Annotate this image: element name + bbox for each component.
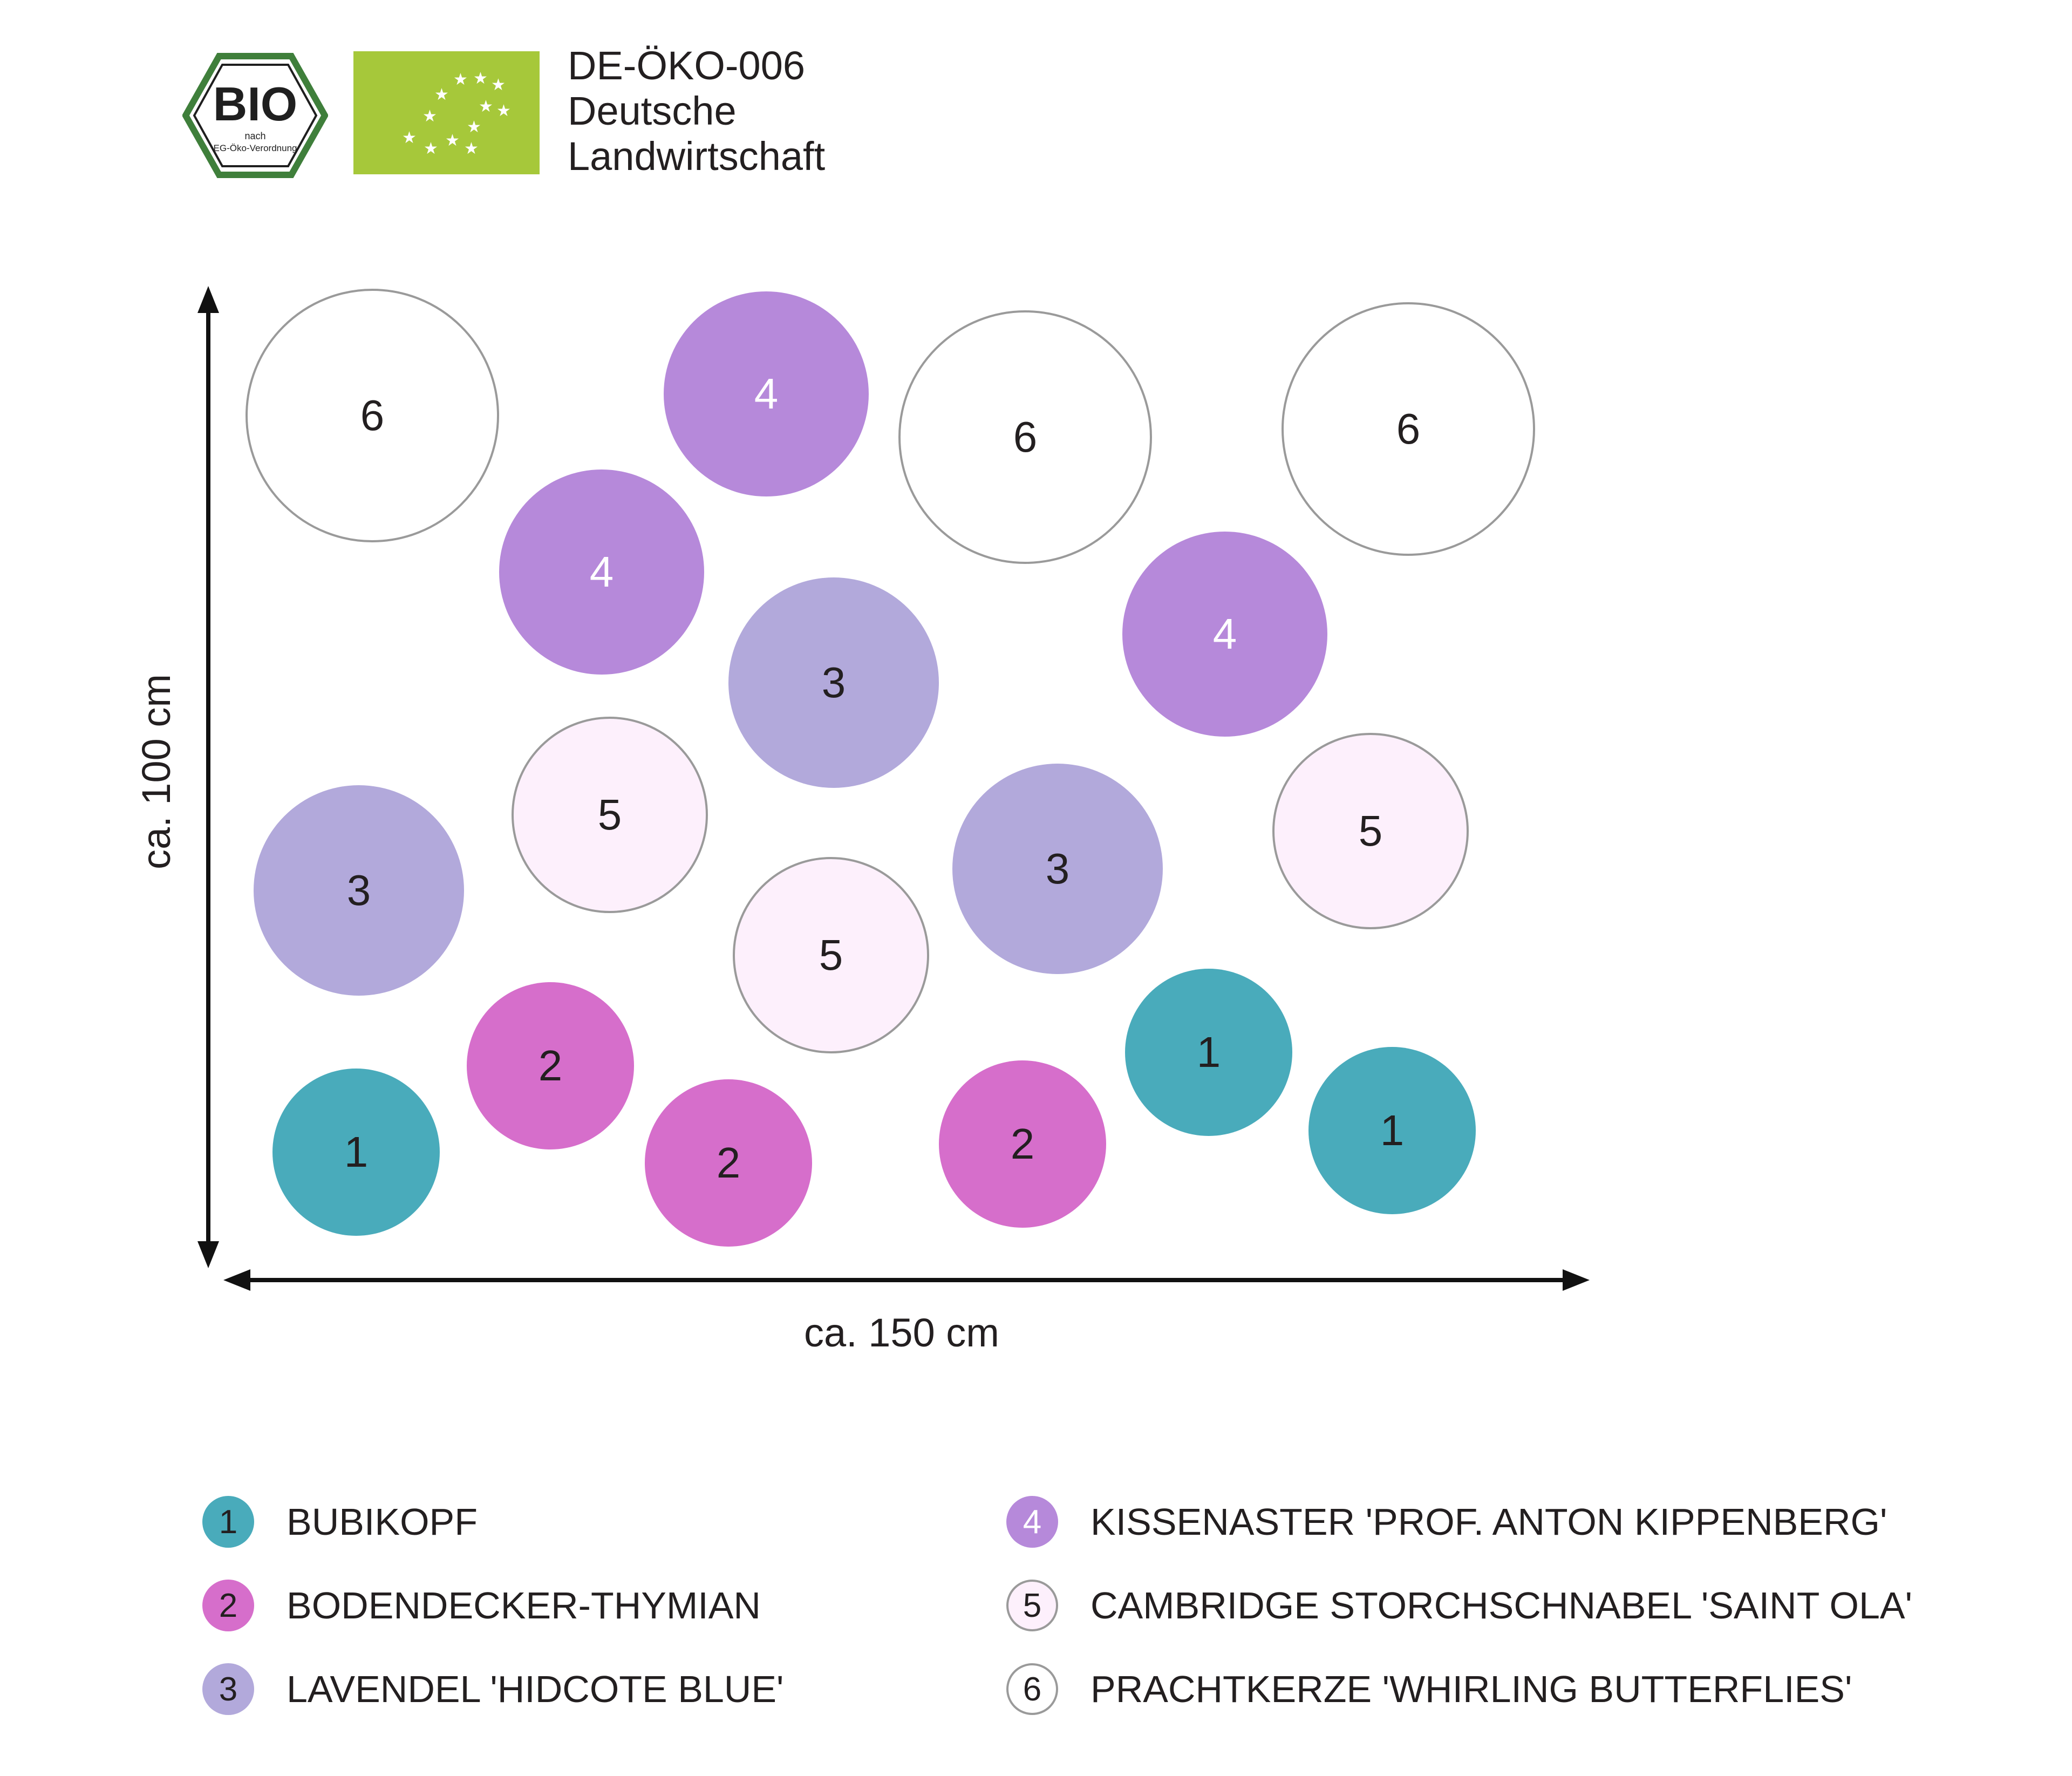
plant-number: 6	[1396, 405, 1421, 453]
plant-4: 4	[664, 291, 869, 496]
plant-5: 5	[1272, 733, 1469, 929]
legend-item-3: 3 LAVENDEL 'HIDCOTE BLUE'	[202, 1659, 783, 1719]
plant-number: 5	[597, 791, 622, 839]
svg-text:★: ★	[434, 85, 449, 104]
plant-number: 3	[821, 658, 846, 706]
plant-6: 6	[1282, 302, 1535, 556]
vertical-dimension-arrow	[197, 286, 219, 1268]
plant-number: 1	[344, 1128, 369, 1176]
legend-item-2: 2 BODENDECKER-THYMIAN	[202, 1576, 761, 1635]
horizontal-dimension-arrow	[223, 1269, 1590, 1291]
plant-number: 4	[1212, 610, 1237, 658]
svg-text:★: ★	[464, 139, 479, 158]
legend-label: LAVENDEL 'HIDCOTE BLUE'	[287, 1668, 784, 1710]
legend-item-4: 4 KISSENASTER 'PROF. ANTON KIPPENBERG'	[1006, 1492, 1887, 1552]
width-label: ca. 150 cm	[804, 1310, 999, 1355]
svg-text:★: ★	[473, 69, 488, 88]
eu-star-leaf-icon: ★ ★ ★ ★ ★ ★ ★ ★ ★ ★ ★ ★	[402, 69, 511, 158]
plant-number: 4	[589, 548, 614, 596]
plant-number: 5	[819, 931, 843, 979]
legend-item-6: 6 PRACHTKERZE 'WHIRLING BUTTERFLIES'	[1006, 1659, 1852, 1719]
plant-3: 3	[728, 577, 939, 788]
legend-label: KISSENASTER 'PROF. ANTON KIPPENBERG'	[1090, 1501, 1887, 1543]
bio-seal-logo: BIO nach EG-Öko-Verordnung	[182, 53, 328, 178]
plant-number: 2	[538, 1042, 563, 1090]
plant-number: 5	[1358, 807, 1383, 855]
height-label: ca. 100 cm	[134, 674, 179, 869]
plant-number: 3	[1045, 845, 1070, 893]
svg-text:★: ★	[422, 107, 437, 126]
certification-line-3: Landwirtschaft	[568, 134, 826, 179]
legend-swatch: 4	[1006, 1496, 1058, 1548]
legend-number: 2	[219, 1587, 238, 1624]
legend-swatch: 5	[1006, 1580, 1058, 1631]
plant-number: 1	[1380, 1106, 1405, 1154]
legend-number: 6	[1023, 1670, 1042, 1708]
legend-number: 3	[219, 1670, 238, 1708]
legend-swatch: 2	[202, 1580, 254, 1631]
plant-number: 6	[360, 391, 385, 439]
legend-label: CAMBRIDGE STORCHSCHNABEL 'SAINT OLA'	[1090, 1584, 1912, 1627]
plant-1: 1	[272, 1069, 440, 1236]
svg-text:★: ★	[453, 70, 468, 89]
legend-item-5: 5 CAMBRIDGE STORCHSCHNABEL 'SAINT OLA'	[1006, 1576, 1912, 1635]
legend-swatch: 6	[1006, 1663, 1058, 1715]
svg-text:★: ★	[467, 118, 481, 137]
plant-4: 4	[499, 469, 704, 675]
svg-text:★: ★	[491, 76, 506, 94]
svg-text:★: ★	[445, 131, 460, 150]
plant-5: 5	[512, 717, 708, 913]
svg-text:★: ★	[402, 128, 417, 147]
legend-label: BODENDECKER-THYMIAN	[287, 1584, 761, 1627]
plant-3: 3	[952, 764, 1163, 974]
legend-number: 1	[219, 1503, 238, 1541]
plant-number: 1	[1196, 1028, 1221, 1076]
legend-label: BUBIKOPF	[287, 1501, 478, 1543]
plant-number: 4	[754, 370, 779, 418]
certification-code: DE-ÖKO-006	[568, 43, 806, 88]
plant-1: 1	[1308, 1047, 1476, 1214]
legend-label: PRACHTKERZE 'WHIRLING BUTTERFLIES'	[1090, 1668, 1852, 1710]
plant-6: 6	[898, 310, 1152, 564]
certification-text: DE-ÖKO-006 Deutsche Landwirtschaft	[568, 43, 825, 179]
svg-text:★: ★	[496, 101, 511, 120]
plant-number: 2	[716, 1139, 741, 1187]
plant-4: 4	[1122, 532, 1327, 737]
plant-number: 6	[1013, 413, 1038, 461]
legend-swatch: 3	[202, 1663, 254, 1715]
bio-seal-wordmark: BIO	[213, 77, 297, 131]
eu-organic-leaf-logo: ★ ★ ★ ★ ★ ★ ★ ★ ★ ★ ★ ★	[353, 51, 540, 174]
plant-1: 1	[1125, 969, 1292, 1136]
plant-3: 3	[254, 785, 464, 996]
plant-2: 2	[467, 982, 634, 1149]
plant-2: 2	[939, 1060, 1106, 1228]
plant-6: 6	[246, 289, 499, 542]
bio-seal-line-2: EG-Öko-Verordnung	[214, 143, 297, 153]
legend-number: 4	[1023, 1503, 1042, 1541]
bio-seal-line-1: nach	[244, 131, 265, 141]
svg-text:★: ★	[479, 97, 493, 116]
certification-line-2: Deutsche	[568, 89, 737, 133]
plant-number: 2	[1010, 1120, 1035, 1168]
plant-5: 5	[733, 857, 929, 1053]
plant-number: 3	[346, 866, 371, 914]
legend-swatch: 1	[202, 1496, 254, 1548]
legend-item-1: 1 BUBIKOPF	[202, 1492, 478, 1552]
legend-number: 5	[1023, 1587, 1042, 1624]
plant-2: 2	[645, 1079, 812, 1247]
svg-text:★: ★	[424, 139, 438, 158]
